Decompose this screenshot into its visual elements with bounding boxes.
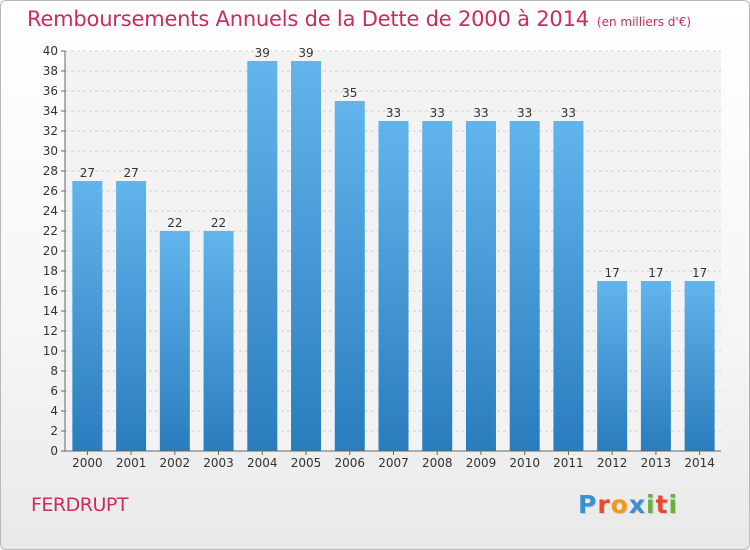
x-tick-label: 2007 (378, 456, 409, 470)
commune-name: FERDRUPT (31, 494, 128, 516)
bar-value-label: 22 (211, 216, 226, 230)
x-tick-label: 2009 (466, 456, 497, 470)
proxiti-logo[interactable]: Proxiti (578, 490, 678, 519)
logo-letter: x (628, 490, 646, 519)
x-tick-label: 2012 (597, 456, 628, 470)
logo-letter: i (668, 490, 679, 519)
y-tick-label: 30 (43, 144, 58, 158)
x-tick-label: 2010 (509, 456, 540, 470)
bar-value-label: 33 (517, 106, 532, 120)
y-tick-label: 10 (43, 344, 58, 358)
bar-value-label: 33 (430, 106, 445, 120)
y-tick-label: 34 (43, 104, 58, 118)
y-tick-label: 40 (43, 44, 58, 58)
y-tick-label: 20 (43, 244, 58, 258)
bar[interactable] (597, 281, 628, 451)
bar-value-label: 22 (167, 216, 182, 230)
y-tick-label: 36 (43, 84, 58, 98)
bar[interactable] (72, 181, 103, 451)
y-tick-label: 16 (43, 284, 58, 298)
y-tick-label: 2 (50, 424, 58, 438)
bar-value-label: 17 (692, 266, 707, 280)
y-tick-label: 4 (50, 404, 58, 418)
y-tick-label: 8 (50, 364, 58, 378)
bar[interactable] (334, 101, 365, 451)
x-tick-label: 2005 (291, 456, 322, 470)
bar-value-label: 33 (561, 106, 576, 120)
bar[interactable] (465, 121, 496, 451)
x-tick-label: 2001 (116, 456, 147, 470)
y-tick-label: 14 (43, 304, 58, 318)
bar[interactable] (378, 121, 409, 451)
x-tick-label: 2006 (334, 456, 365, 470)
bar-value-label: 33 (386, 106, 401, 120)
bar[interactable] (640, 281, 671, 451)
x-tick-label: 2008 (422, 456, 453, 470)
x-tick-label: 2014 (684, 456, 715, 470)
y-tick-label: 18 (43, 264, 58, 278)
bar-value-label: 39 (298, 46, 313, 60)
logo-letter: t (655, 490, 669, 519)
logo-letter: P (578, 490, 598, 519)
bar-value-label: 35 (342, 86, 357, 100)
y-tick-label: 6 (50, 384, 58, 398)
y-tick-label: 0 (50, 444, 58, 458)
bar[interactable] (291, 61, 322, 451)
bar-value-label: 33 (473, 106, 488, 120)
y-tick-label: 38 (43, 64, 58, 78)
bar-value-label: 39 (255, 46, 270, 60)
y-tick-label: 26 (43, 184, 58, 198)
chart-title-block: Remboursements Annuels de la Dette de 20… (27, 7, 691, 31)
bar[interactable] (684, 281, 715, 451)
bar[interactable] (247, 61, 278, 451)
y-tick-label: 22 (43, 224, 58, 238)
bars: 27 27 22 22 39 39 35 33 33 33 33 33 17 17 17 (72, 46, 715, 451)
bar-value-label: 17 (605, 266, 620, 280)
x-tick-label: 2013 (641, 456, 672, 470)
logo-letter: i (646, 490, 656, 519)
bar-value-label: 27 (123, 166, 138, 180)
x-tick-label: 2003 (203, 456, 234, 470)
chart-title: Remboursements Annuels de la Dette de 20… (27, 7, 589, 31)
y-tick-label: 28 (43, 164, 58, 178)
chart-subtitle: (en milliers d'€) (596, 15, 692, 29)
bar[interactable] (553, 121, 584, 451)
bar-value-label: 17 (648, 266, 663, 280)
bar[interactable] (116, 181, 147, 451)
bar[interactable] (509, 121, 540, 451)
x-tick-label: 2004 (247, 456, 278, 470)
bar-value-label: 27 (80, 166, 95, 180)
x-tick-label: 2000 (72, 456, 103, 470)
bar[interactable] (422, 121, 453, 451)
bar[interactable] (159, 231, 190, 451)
logo-letter: r (597, 490, 611, 519)
bar[interactable] (203, 231, 234, 451)
axes: 0246810121416182022242628303234363840200… (43, 44, 721, 470)
y-tick-label: 32 (43, 124, 58, 138)
x-tick-label: 2011 (553, 456, 584, 470)
y-tick-label: 12 (43, 324, 58, 338)
y-tick-label: 24 (43, 204, 58, 218)
logo-letter: o (610, 490, 629, 519)
x-tick-label: 2002 (160, 456, 191, 470)
